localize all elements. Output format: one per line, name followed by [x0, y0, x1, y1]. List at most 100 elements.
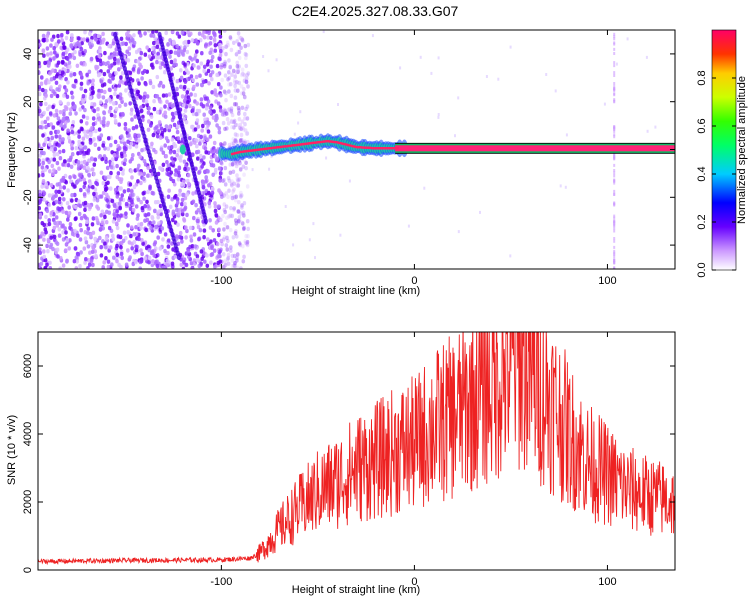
noise-dot [43, 88, 48, 94]
noise-dot [234, 218, 238, 223]
noise-dot [214, 99, 218, 104]
noise-dot [119, 245, 123, 250]
noise-dot [239, 219, 243, 224]
noise-dot [73, 228, 77, 234]
noise-dot [146, 189, 150, 195]
noise-dot [240, 119, 245, 124]
faint-dot [615, 62, 618, 66]
noise-dot [90, 126, 94, 131]
noise-dot [48, 71, 52, 76]
noise-dot [230, 72, 234, 77]
noise-dot [168, 54, 172, 59]
noise-dot [122, 161, 127, 167]
noise-column-dot [613, 220, 616, 224]
noise-dot [96, 107, 100, 112]
noise-dot [244, 106, 248, 112]
noise-dot [96, 73, 101, 78]
noise-dot [38, 206, 41, 211]
noise-dot [129, 111, 134, 116]
noise-dot [242, 213, 246, 218]
noise-dot [86, 188, 91, 193]
noise-dot [116, 234, 121, 239]
noise-dot [150, 215, 155, 221]
noise-dot [178, 158, 183, 163]
noise-dot [237, 49, 242, 55]
noise-dot [82, 213, 87, 219]
noise-dot [91, 262, 95, 268]
snr-x-ticks: -100 0 100 [210, 332, 617, 588]
noise-dot [172, 122, 177, 128]
noise-dot [113, 87, 118, 92]
noise-dot [219, 85, 223, 90]
noise-dot [198, 138, 203, 143]
noise-dot [38, 91, 42, 97]
noise-dot [124, 214, 128, 220]
noise-dot [163, 110, 167, 115]
noise-dot [86, 266, 90, 269]
noise-dot [127, 133, 131, 138]
noise-dot [202, 112, 206, 117]
noise-column-dot [613, 163, 616, 167]
noise-dot [131, 67, 136, 72]
noise-dot [166, 250, 170, 256]
noise-dot [235, 39, 239, 44]
noise-dot [131, 126, 136, 131]
noise-dot [132, 33, 136, 38]
noise-dot [235, 258, 239, 263]
noise-dot [65, 47, 70, 52]
noise-column-dot [613, 202, 616, 206]
noise-dot [97, 127, 102, 132]
noise-dot [98, 154, 102, 159]
noise-dot [60, 59, 65, 65]
noise-dot [210, 245, 214, 251]
noise-dot [110, 262, 114, 267]
noise-dot [146, 244, 151, 249]
noise-dot [90, 85, 95, 91]
noise-dot [91, 116, 96, 121]
noise-dot [175, 207, 179, 213]
noise-dot [79, 144, 83, 149]
noise-dot [73, 174, 77, 180]
noise-dot [204, 42, 208, 47]
noise-dot [51, 68, 55, 73]
noise-dot [106, 69, 111, 74]
noise-dot [153, 126, 157, 131]
x-tick-label: -100 [210, 275, 232, 287]
noise-dot [235, 80, 239, 85]
noise-dot [138, 33, 143, 38]
noise-dot [210, 90, 214, 95]
noise-dot [124, 262, 129, 267]
noise-dot [38, 108, 42, 114]
noise-dot [242, 94, 247, 100]
noise-dot [235, 68, 240, 73]
noise-dot [117, 146, 122, 151]
noise-dot [217, 232, 221, 238]
noise-dot [76, 233, 80, 238]
noise-dot [151, 46, 155, 51]
noise-dot [201, 190, 206, 196]
noise-dot [69, 73, 73, 78]
noise-dot [244, 131, 249, 136]
noise-dot [219, 238, 224, 244]
noise-dot [83, 107, 87, 113]
noise-dot [228, 170, 233, 175]
snr-x-label: Height of straight line (km) [292, 584, 420, 596]
noise-dot [42, 38, 46, 43]
noise-dot [38, 162, 41, 167]
noise-column-dot [613, 61, 616, 65]
noise-dot [224, 52, 228, 57]
noise-dot [169, 49, 173, 55]
noise-column-dot [613, 157, 616, 161]
noise-dot [188, 225, 193, 231]
noise-dot [93, 187, 98, 192]
noise-dot [244, 160, 248, 165]
faint-dot [509, 45, 512, 49]
noise-dot [229, 93, 234, 99]
noise-dot [208, 134, 213, 139]
noise-dot [230, 253, 235, 259]
noise-dot [57, 143, 61, 148]
noise-dot [234, 52, 239, 57]
noise-dot [104, 99, 109, 104]
noise-dot [96, 113, 100, 118]
noise-dot [202, 68, 206, 74]
